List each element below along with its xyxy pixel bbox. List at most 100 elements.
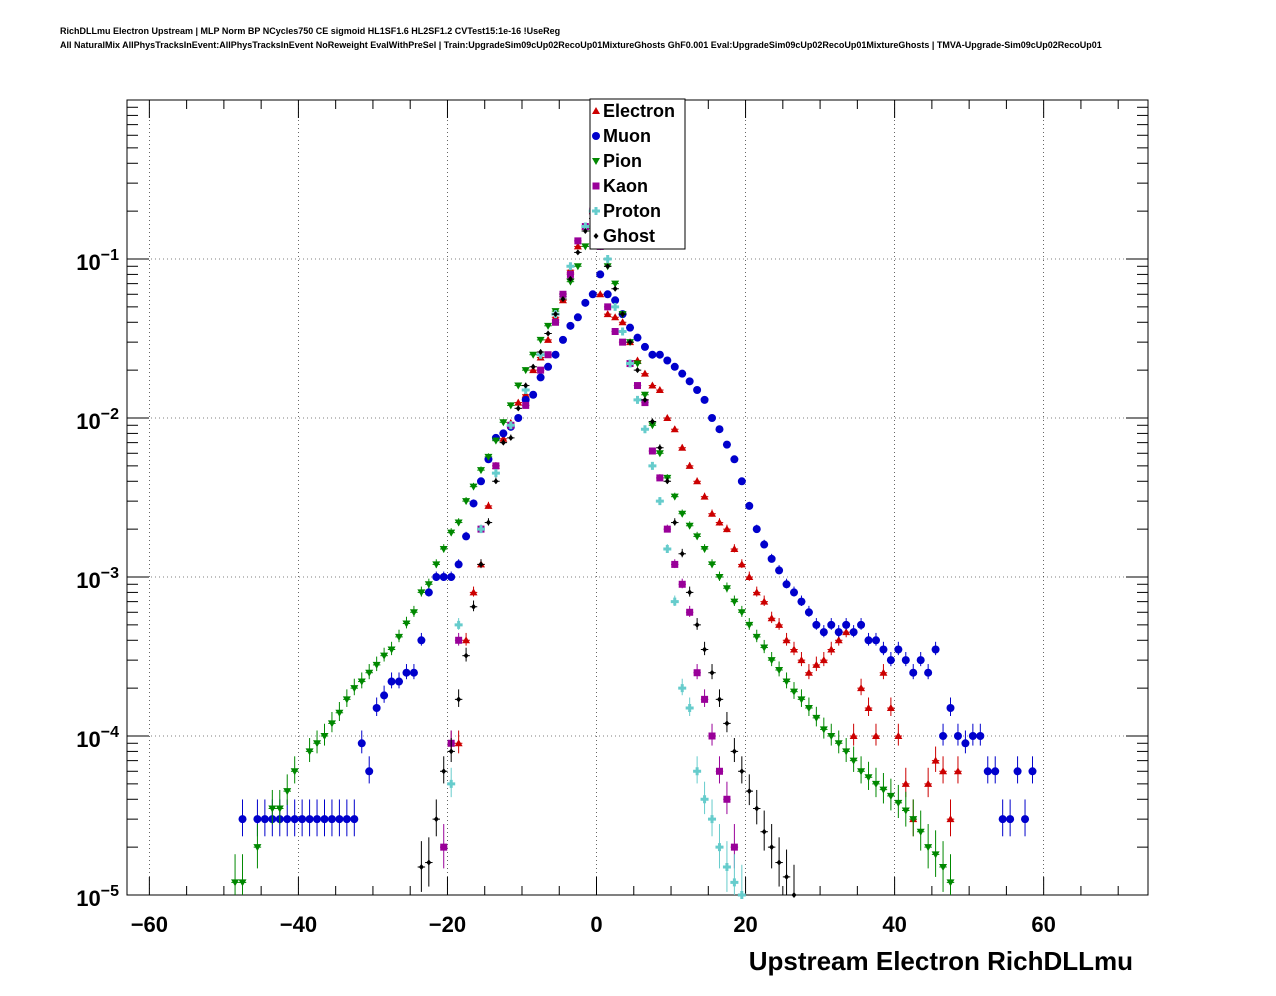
data-point (439, 546, 448, 554)
data-point (633, 395, 642, 404)
data-point (724, 720, 730, 727)
data-point (745, 621, 754, 629)
data-point (402, 620, 411, 628)
data-point (939, 864, 948, 872)
data-point (493, 478, 499, 485)
data-point (566, 270, 574, 278)
series-kaon (440, 207, 739, 869)
data-point (723, 795, 731, 803)
data-point (573, 263, 582, 271)
data-point (655, 497, 664, 506)
data-point (834, 740, 843, 748)
data-point (454, 620, 463, 629)
data-point (760, 644, 769, 652)
data-point (745, 501, 754, 510)
data-point (693, 477, 702, 485)
data-point (775, 566, 784, 575)
data-point (819, 628, 828, 637)
data-point (685, 522, 694, 530)
data-point (611, 327, 619, 335)
data-point (782, 636, 791, 644)
data-point (619, 338, 627, 346)
data-point (754, 805, 760, 812)
data-point (864, 704, 873, 712)
data-point (305, 748, 314, 756)
data-point (879, 786, 888, 794)
data-point (253, 815, 262, 824)
data-point (611, 313, 620, 321)
data-point (715, 518, 724, 526)
data-point (484, 453, 493, 461)
data-point (573, 242, 582, 250)
data-point (462, 532, 471, 541)
data-point (648, 461, 657, 470)
data-point (448, 748, 454, 755)
data-point (857, 768, 866, 776)
data-point (776, 859, 782, 866)
data-point (722, 525, 731, 533)
data-point (857, 620, 866, 629)
y-tick-label: 10−1 (76, 247, 119, 275)
data-point (544, 335, 553, 343)
data-point (537, 366, 545, 374)
data-point (283, 815, 292, 824)
data-point (709, 669, 715, 676)
data-point (626, 359, 635, 368)
data-point (657, 444, 663, 451)
data-point (454, 560, 463, 569)
data-point (894, 799, 903, 807)
data-point (715, 767, 723, 775)
data-point (685, 461, 694, 469)
data-point (797, 597, 806, 606)
data-point (350, 685, 359, 693)
legend-item-kaon: Kaon (592, 176, 648, 196)
data-point (946, 815, 955, 823)
data-point (499, 434, 508, 442)
data-point (380, 691, 389, 700)
data-point (730, 843, 738, 851)
data-point (558, 335, 567, 344)
data-point (730, 878, 739, 887)
x-tick-label: 60 (1031, 912, 1055, 937)
data-point (767, 554, 776, 563)
data-point (708, 561, 717, 569)
legend-marker (592, 182, 600, 190)
data-point (693, 386, 702, 395)
data-point (290, 815, 299, 824)
data-point (953, 767, 962, 775)
data-point (678, 580, 686, 588)
data-point (737, 477, 746, 486)
data-point (797, 656, 806, 664)
data-point (670, 597, 679, 606)
legend-item-electron: Electron (592, 101, 675, 121)
data-point (439, 573, 448, 581)
x-tick-label: 20 (733, 912, 757, 937)
data-point (746, 788, 752, 795)
data-point (819, 726, 828, 734)
data-point (679, 550, 685, 557)
data-point (842, 748, 851, 756)
legend-marker (592, 158, 600, 165)
data-point (491, 437, 500, 445)
legend-label: Kaon (603, 176, 648, 196)
data-point (834, 628, 843, 637)
data-point (842, 620, 851, 629)
data-point (395, 677, 404, 686)
data-point (634, 382, 641, 390)
x-axis-title: Upstream Electron RichDLLmu (749, 946, 1133, 976)
data-point (603, 310, 612, 318)
data-point (737, 560, 746, 568)
y-tick-label: 10−2 (76, 406, 119, 434)
data-point (670, 425, 679, 433)
data-point (672, 519, 678, 526)
data-point (521, 390, 530, 398)
data-point (290, 768, 299, 776)
data-point (372, 704, 381, 713)
data-point (260, 815, 269, 824)
data-point (633, 360, 642, 368)
data-point (871, 780, 880, 788)
data-point (924, 779, 933, 787)
data-point (372, 661, 381, 669)
data-point (596, 290, 605, 298)
legend-box (589, 98, 686, 250)
